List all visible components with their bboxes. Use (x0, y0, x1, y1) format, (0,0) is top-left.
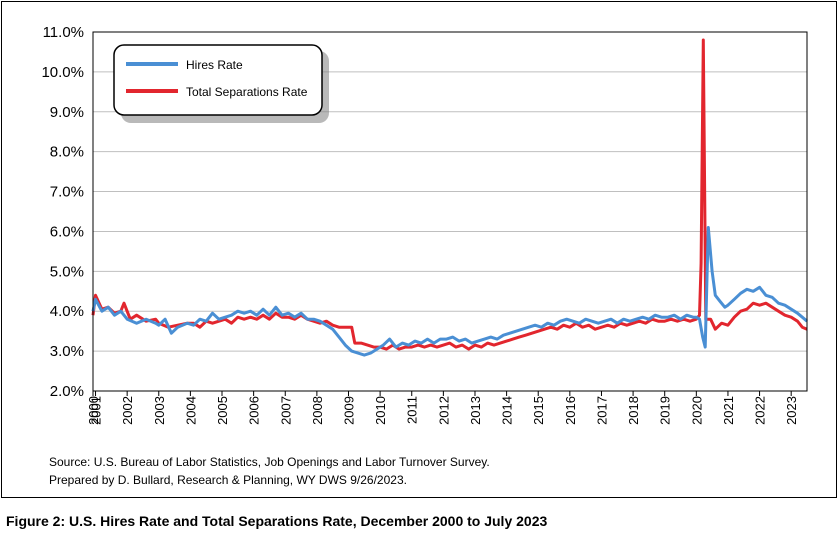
y-tick-label: 2.0% (50, 383, 84, 400)
y-tick-label: 6.0% (50, 223, 84, 240)
x-tick-label: 2007 (278, 396, 293, 425)
y-tick-label: 8.0% (50, 144, 84, 161)
x-tick-label: 2016 (563, 396, 578, 425)
figure-caption: Figure 2: U.S. Hires Rate and Total Sepa… (6, 513, 548, 529)
x-tick-label: 2005 (215, 396, 230, 425)
legend: Hires Rate Total Separations Rate (113, 44, 329, 123)
x-tick-label: 2012 (436, 396, 451, 425)
source-line: Source: U.S. Bureau of Labor Statistics,… (49, 455, 490, 469)
x-tick-label: 2018 (626, 396, 641, 425)
plot-area-border (92, 31, 808, 392)
x-tick-label: 2014 (500, 396, 515, 425)
source-note: Source: U.S. Bureau of Labor Statistics,… (49, 453, 490, 489)
x-tick-label: 2015 (531, 396, 546, 425)
x-tick-label: 2006 (247, 396, 262, 425)
x-tick-label: 2017 (594, 396, 609, 425)
x-tick-label: 2003 (152, 396, 167, 425)
x-tick-label: 2023 (784, 396, 799, 425)
x-tick-label: 2000 (86, 396, 101, 425)
line-chart: 2.0% 3.0% 4.0% 5.0% 6.0% 7.0% 8.0% 9.0% 10.0% 11.… (41, 24, 808, 425)
y-tick-label: 7.0% (50, 184, 84, 201)
x-tick-label: 2020 (689, 396, 704, 425)
y-tick-label: 4.0% (50, 303, 84, 320)
series-line-separations (91, 38, 808, 351)
x-tick-label: 2002 (120, 396, 135, 425)
y-tick-label: 9.0% (50, 104, 84, 121)
x-tick-label: 2021 (721, 396, 736, 425)
x-tick-label: 2001 (89, 396, 104, 425)
series-line-hires (91, 226, 808, 357)
y-tick-label: 11.0% (43, 24, 84, 41)
x-tick-label: 2010 (373, 396, 388, 425)
x-tick-label: 2004 (183, 396, 198, 425)
series-lines (91, 38, 808, 357)
legend-label-hires: Hires Rate (186, 58, 243, 72)
legend-label-separations: Total Separations Rate (186, 85, 308, 99)
x-tick-label: 2022 (753, 396, 768, 425)
prepared-by-line: Prepared by D. Bullard, Research & Plann… (49, 473, 407, 487)
x-tick-label: 2008 (310, 396, 325, 425)
x-tick-label: 2011 (405, 396, 420, 424)
y-tick-label: 3.0% (50, 343, 84, 360)
legend-box (113, 44, 323, 116)
y-tick-label: 10.0% (41, 64, 84, 81)
y-axis-ticks: 2.0% 3.0% 4.0% 5.0% 6.0% 7.0% 8.0% 9.0% 10.0% 11.… (41, 24, 84, 400)
x-tick-label: 2013 (468, 396, 483, 425)
x-tick-label: 2019 (658, 396, 673, 425)
y-tick-label: 5.0% (50, 263, 84, 280)
x-tick-label: 2009 (341, 396, 356, 425)
chart-frame: 2.0% 3.0% 4.0% 5.0% 6.0% 7.0% 8.0% 9.0% 10.0% 11.… (1, 1, 837, 498)
